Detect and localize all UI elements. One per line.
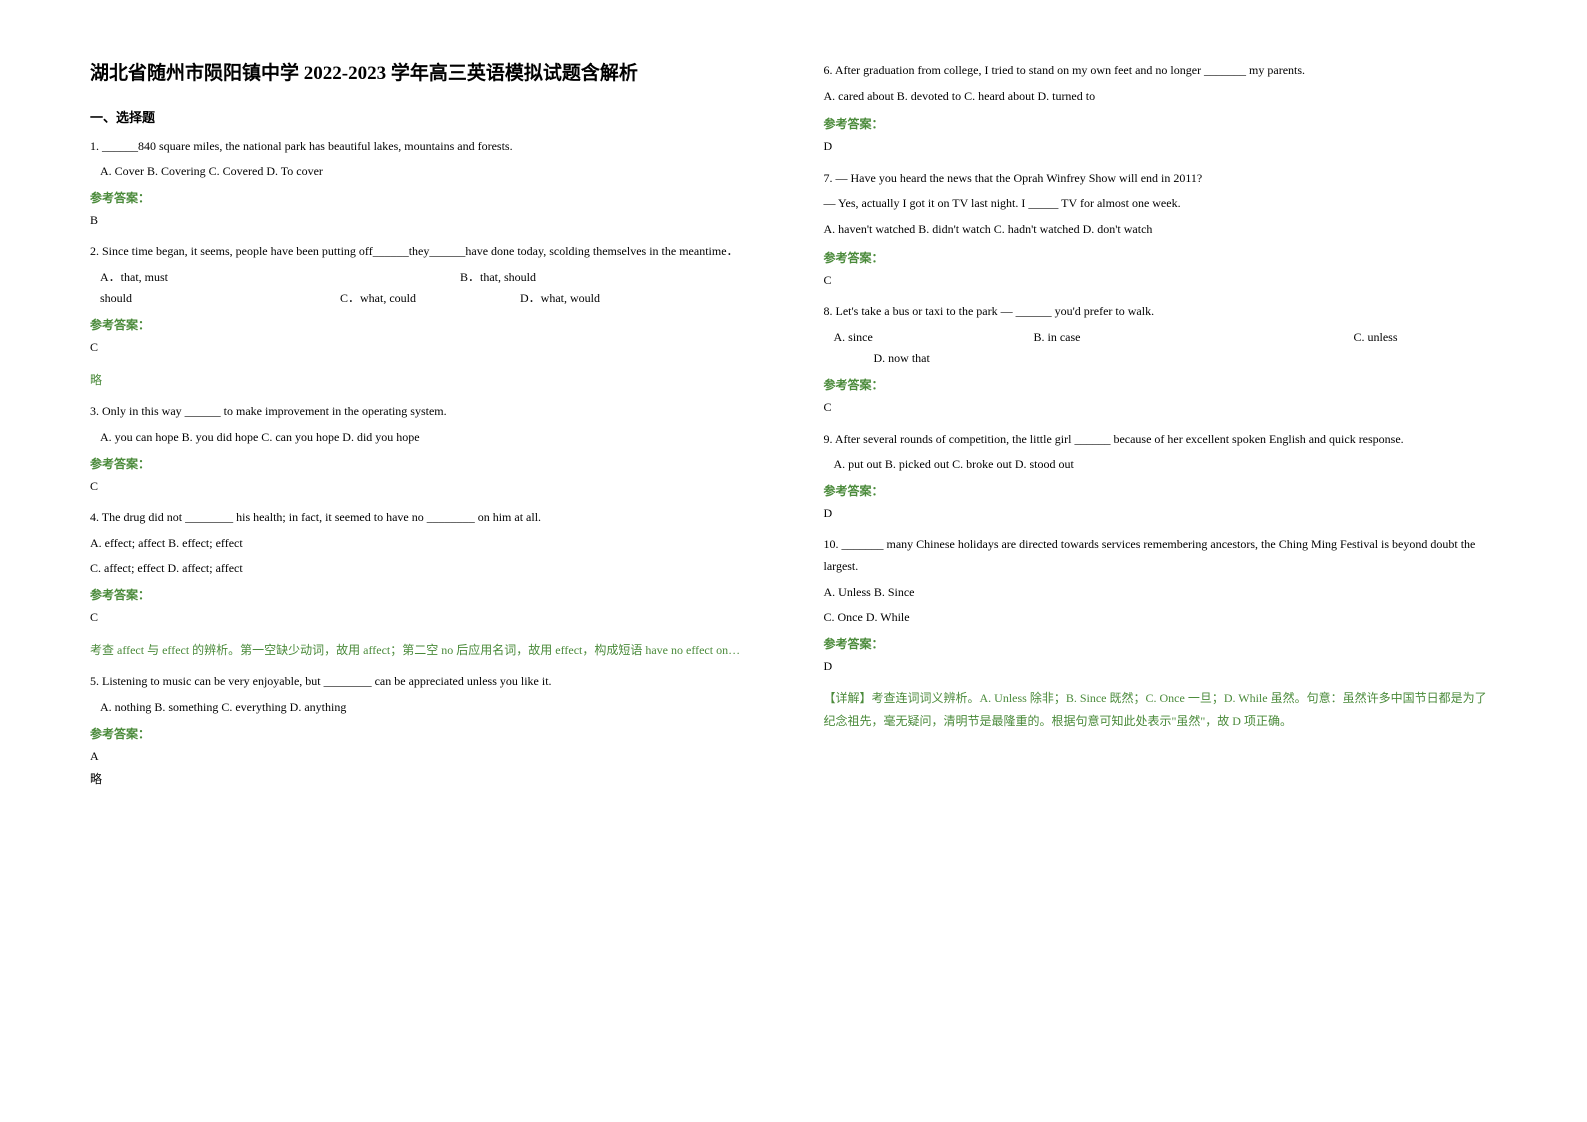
doc-title: 湖北省随州市陨阳镇中学 2022-2023 学年高三英语模拟试题含解析	[90, 60, 764, 89]
answer-label: 参考答案：	[824, 482, 1498, 499]
q2-optB: B．that, should	[460, 267, 536, 289]
q2-note: 略	[90, 369, 764, 392]
q10-answer: D	[824, 656, 1498, 678]
q7-options: A. haven't watched B. didn't watch C. ha…	[824, 219, 1498, 241]
q10-explain: 【详解】考查连词词义辨析。A. Unless 除非；B. Since 既然；C.…	[824, 687, 1498, 733]
q3-stem: 3. Only in this way ______ to make impro…	[90, 401, 764, 423]
q8-stem: 8. Let's take a bus or taxi to the park …	[824, 301, 1498, 323]
q2-optD: D．what, would	[520, 288, 600, 310]
q2-stem: 2. Since time began, it seems, people ha…	[90, 241, 764, 263]
q8-optC: C. unless	[1354, 327, 1398, 349]
answer-label: 参考答案：	[90, 316, 764, 333]
q7-stem1: 7. — Have you heard the news that the Op…	[824, 168, 1498, 190]
q1-stem: 1. ______840 square miles, the national …	[90, 136, 764, 158]
section-heading: 一、选择题	[90, 107, 764, 126]
q9-options: A. put out B. picked out C. broke out D.…	[834, 454, 1498, 476]
answer-label: 参考答案：	[824, 376, 1498, 393]
q1-answer: B	[90, 210, 764, 232]
q8-optB: B. in case	[1034, 327, 1314, 349]
q3-answer: C	[90, 476, 764, 498]
q7-answer: C	[824, 270, 1498, 292]
q6-options: A. cared about B. devoted to C. heard ab…	[824, 86, 1498, 108]
q9-answer: D	[824, 503, 1498, 525]
answer-label: 参考答案：	[90, 586, 764, 603]
q6-answer: D	[824, 136, 1498, 158]
q10-optsB: C. Once D. While	[824, 607, 1498, 629]
q5-note: 略	[90, 769, 764, 791]
q5-answer: A	[90, 746, 764, 768]
answer-label: 参考答案：	[90, 725, 764, 742]
q4-optsA: A. effect; affect B. effect; effect	[90, 533, 764, 555]
q8-answer: C	[824, 397, 1498, 419]
q4-answer: C	[90, 607, 764, 629]
q10-optsA: A. Unless B. Since	[824, 582, 1498, 604]
q8-options: A. since B. in case C. unless D. now tha…	[834, 327, 1498, 370]
q4-optsB: C. affect; effect D. affect; affect	[90, 558, 764, 580]
q2-options: A．that, must B．that, should should C．wha…	[100, 267, 764, 310]
q2-answer: C	[90, 337, 764, 359]
q9-stem: 9. After several rounds of competition, …	[824, 429, 1498, 451]
answer-label: 参考答案：	[824, 115, 1498, 132]
left-column: 湖北省随州市陨阳镇中学 2022-2023 学年高三英语模拟试题含解析 一、选择…	[90, 60, 764, 801]
q7-stem2: — Yes, actually I got it on TV last nigh…	[824, 193, 1498, 215]
q3-options: A. you can hope B. you did hope C. can y…	[100, 427, 764, 449]
q6-stem: 6. After graduation from college, I trie…	[824, 60, 1498, 82]
q2-optC: C．what, could	[340, 288, 480, 310]
answer-label: 参考答案：	[824, 249, 1498, 266]
q10-stem: 10. _______ many Chinese holidays are di…	[824, 534, 1498, 577]
answer-label: 参考答案：	[824, 635, 1498, 652]
right-column: 6. After graduation from college, I trie…	[824, 60, 1498, 801]
q4-explain: 考查 affect 与 effect 的辨析。第一空缺少动词，故用 affect…	[90, 639, 764, 662]
q8-optA: A. since	[834, 327, 994, 349]
q8-optD: D. now that	[874, 348, 930, 370]
q4-stem: 4. The drug did not ________ his health;…	[90, 507, 764, 529]
q1-options: A. Cover B. Covering C. Covered D. To co…	[100, 161, 764, 183]
page: 湖北省随州市陨阳镇中学 2022-2023 学年高三英语模拟试题含解析 一、选择…	[90, 60, 1497, 801]
q2-optA: A．that, must	[100, 267, 420, 289]
q5-stem: 5. Listening to music can be very enjoya…	[90, 671, 764, 693]
answer-label: 参考答案：	[90, 189, 764, 206]
q5-options: A. nothing B. something C. everything D.…	[100, 697, 764, 719]
answer-label: 参考答案：	[90, 455, 764, 472]
